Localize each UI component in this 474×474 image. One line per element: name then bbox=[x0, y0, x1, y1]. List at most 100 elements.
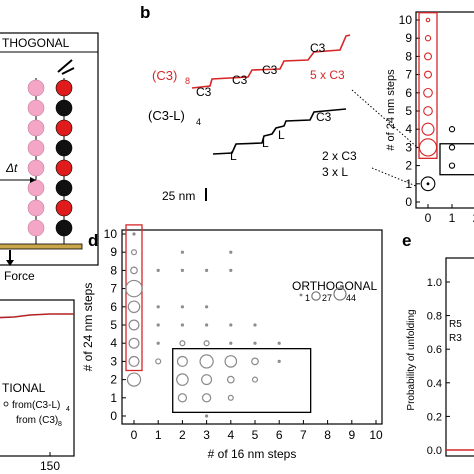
size-legend-44: 44 bbox=[346, 293, 356, 303]
panel-d-letter: d bbox=[88, 231, 98, 250]
cleave-icon bbox=[57, 59, 75, 75]
red-bead bbox=[55, 159, 73, 177]
inset-ytick-label: 4 bbox=[405, 122, 412, 136]
chart-d-xtick-label: 3 bbox=[203, 428, 210, 442]
inset-chart: # of 24 nm steps 0 1 2 3 4 5 6 7 8 9 10 0 1 2 bbox=[385, 11, 474, 225]
inset-point bbox=[423, 87, 433, 98]
annotation-red: 5 x C3 bbox=[310, 68, 345, 82]
chart-d-xtick-label: 2 bbox=[179, 428, 186, 442]
panel-b-letter: b bbox=[140, 3, 150, 22]
chart-d-point bbox=[253, 341, 257, 345]
panel-e: e 0.0 0.2 0.4 0.6 0.8 1.0 Probability of unfo… bbox=[402, 231, 474, 457]
trace-black-subscript: 4 bbox=[196, 117, 201, 127]
chart-d-point bbox=[201, 393, 212, 403]
panel-e-ytick-label: 0.6 bbox=[427, 344, 442, 356]
panel-e-ytick-label: 1.0 bbox=[427, 277, 442, 289]
chart-d-ytick-label: 2 bbox=[110, 373, 117, 387]
chart-d-xtick-label: 8 bbox=[324, 428, 331, 442]
panel-e-legend-2: R3 bbox=[449, 333, 462, 344]
trace-black bbox=[212, 108, 347, 155]
trace-red bbox=[191, 34, 351, 89]
inset-ytick-label: 1 bbox=[405, 177, 412, 191]
size-legend-1: 1 bbox=[305, 293, 310, 303]
inset-ytick-label: 5 bbox=[405, 104, 412, 118]
chart-d-point bbox=[127, 300, 141, 314]
pink-bead bbox=[27, 159, 45, 177]
chart-d-point bbox=[155, 358, 162, 365]
inset-ylabel: # of 24 nm steps bbox=[385, 69, 397, 151]
chart-d-point bbox=[128, 355, 140, 367]
red-black-bead-chain bbox=[55, 78, 73, 244]
inset-ytick-label: 8 bbox=[405, 49, 412, 63]
size-legend: 1 27 44 bbox=[299, 287, 356, 303]
chart-d-point bbox=[226, 375, 235, 384]
panel-e-frame bbox=[445, 257, 474, 457]
chart-d-point bbox=[125, 279, 143, 298]
scatter-chart-d: 0 1 2 3 4 5 6 7 8 9 10 0 1 2 3 4 5 6 7 8 9 10 # of 16 nm steps… bbox=[81, 224, 383, 461]
chart-d-point bbox=[180, 268, 184, 272]
black-step-label: L bbox=[278, 128, 285, 142]
chart-d-point bbox=[179, 340, 186, 347]
connector-red bbox=[351, 89, 419, 149]
black-step-label: L bbox=[262, 136, 269, 150]
inset-point bbox=[448, 126, 456, 133]
chart-d-point bbox=[224, 355, 238, 368]
chart-d-point bbox=[176, 355, 188, 367]
chart-d-point bbox=[180, 250, 184, 254]
panel-e-ylabel: Probability of unfolding bbox=[406, 309, 417, 410]
chart-d-point bbox=[180, 305, 184, 309]
chart-d-point bbox=[156, 268, 160, 272]
annotation-black-1: 2 x C3 bbox=[322, 149, 357, 163]
chart-d-point bbox=[130, 249, 138, 256]
inset-point bbox=[421, 122, 435, 136]
chart-d-xtick-label: 0 bbox=[131, 428, 138, 442]
delta-t-label: Δt bbox=[5, 161, 18, 175]
chart-d-point bbox=[203, 340, 210, 347]
chart-d-point bbox=[201, 374, 213, 386]
trace-red-label: (C3) bbox=[152, 68, 177, 83]
panel-c-xtick: 150 bbox=[40, 459, 60, 473]
legend-marker bbox=[3, 401, 9, 407]
pink-bead bbox=[27, 99, 45, 117]
red-bead bbox=[55, 79, 73, 97]
force-label: Force bbox=[4, 269, 35, 283]
chart-d-point bbox=[205, 305, 209, 309]
chart-d-point bbox=[205, 414, 209, 418]
panel-e-ytick-label: 0.4 bbox=[427, 378, 442, 390]
pink-bead bbox=[27, 219, 45, 237]
red-step-label: C3 bbox=[196, 85, 212, 99]
trace-black-label: (C3-L) bbox=[148, 108, 185, 123]
trace-red-subscript: 8 bbox=[185, 76, 190, 86]
red-bead bbox=[55, 199, 73, 217]
chart-d-point bbox=[205, 268, 209, 272]
inset-point bbox=[448, 162, 456, 169]
chart-d-ytick-label: 7 bbox=[110, 282, 117, 296]
chart-d-point bbox=[229, 268, 233, 272]
chart-d-xtick-label: 1 bbox=[155, 428, 162, 442]
chart-d-point bbox=[156, 305, 160, 309]
inset-black-highlight bbox=[439, 143, 474, 176]
inset-xtick-label: 0 bbox=[425, 211, 432, 225]
chart-d-point bbox=[180, 323, 184, 327]
inset-ytick-label: 3 bbox=[405, 140, 412, 154]
surface bbox=[0, 243, 83, 250]
black-bead bbox=[55, 99, 73, 117]
chart-d-point bbox=[128, 337, 140, 349]
red-step-label: C3 bbox=[232, 73, 248, 87]
inset-ytick-label: 6 bbox=[405, 86, 412, 100]
inset-point bbox=[423, 106, 433, 116]
chart-d-point bbox=[277, 359, 281, 363]
chart-d-ytick-label: 6 bbox=[110, 300, 117, 314]
inset-point bbox=[423, 70, 432, 79]
chart-d-ylabel: # of 24 nm steps bbox=[81, 283, 95, 372]
black-bead bbox=[55, 179, 73, 197]
chart-d-point bbox=[132, 232, 136, 236]
scale-bar-label: 25 nm bbox=[162, 189, 195, 203]
connector-black bbox=[371, 167, 417, 187]
pink-bead bbox=[27, 199, 45, 217]
inset-point-center bbox=[426, 182, 430, 186]
size-legend-27: 27 bbox=[322, 293, 332, 303]
black-step-label: L bbox=[230, 149, 237, 163]
chart-d-point bbox=[229, 341, 233, 345]
